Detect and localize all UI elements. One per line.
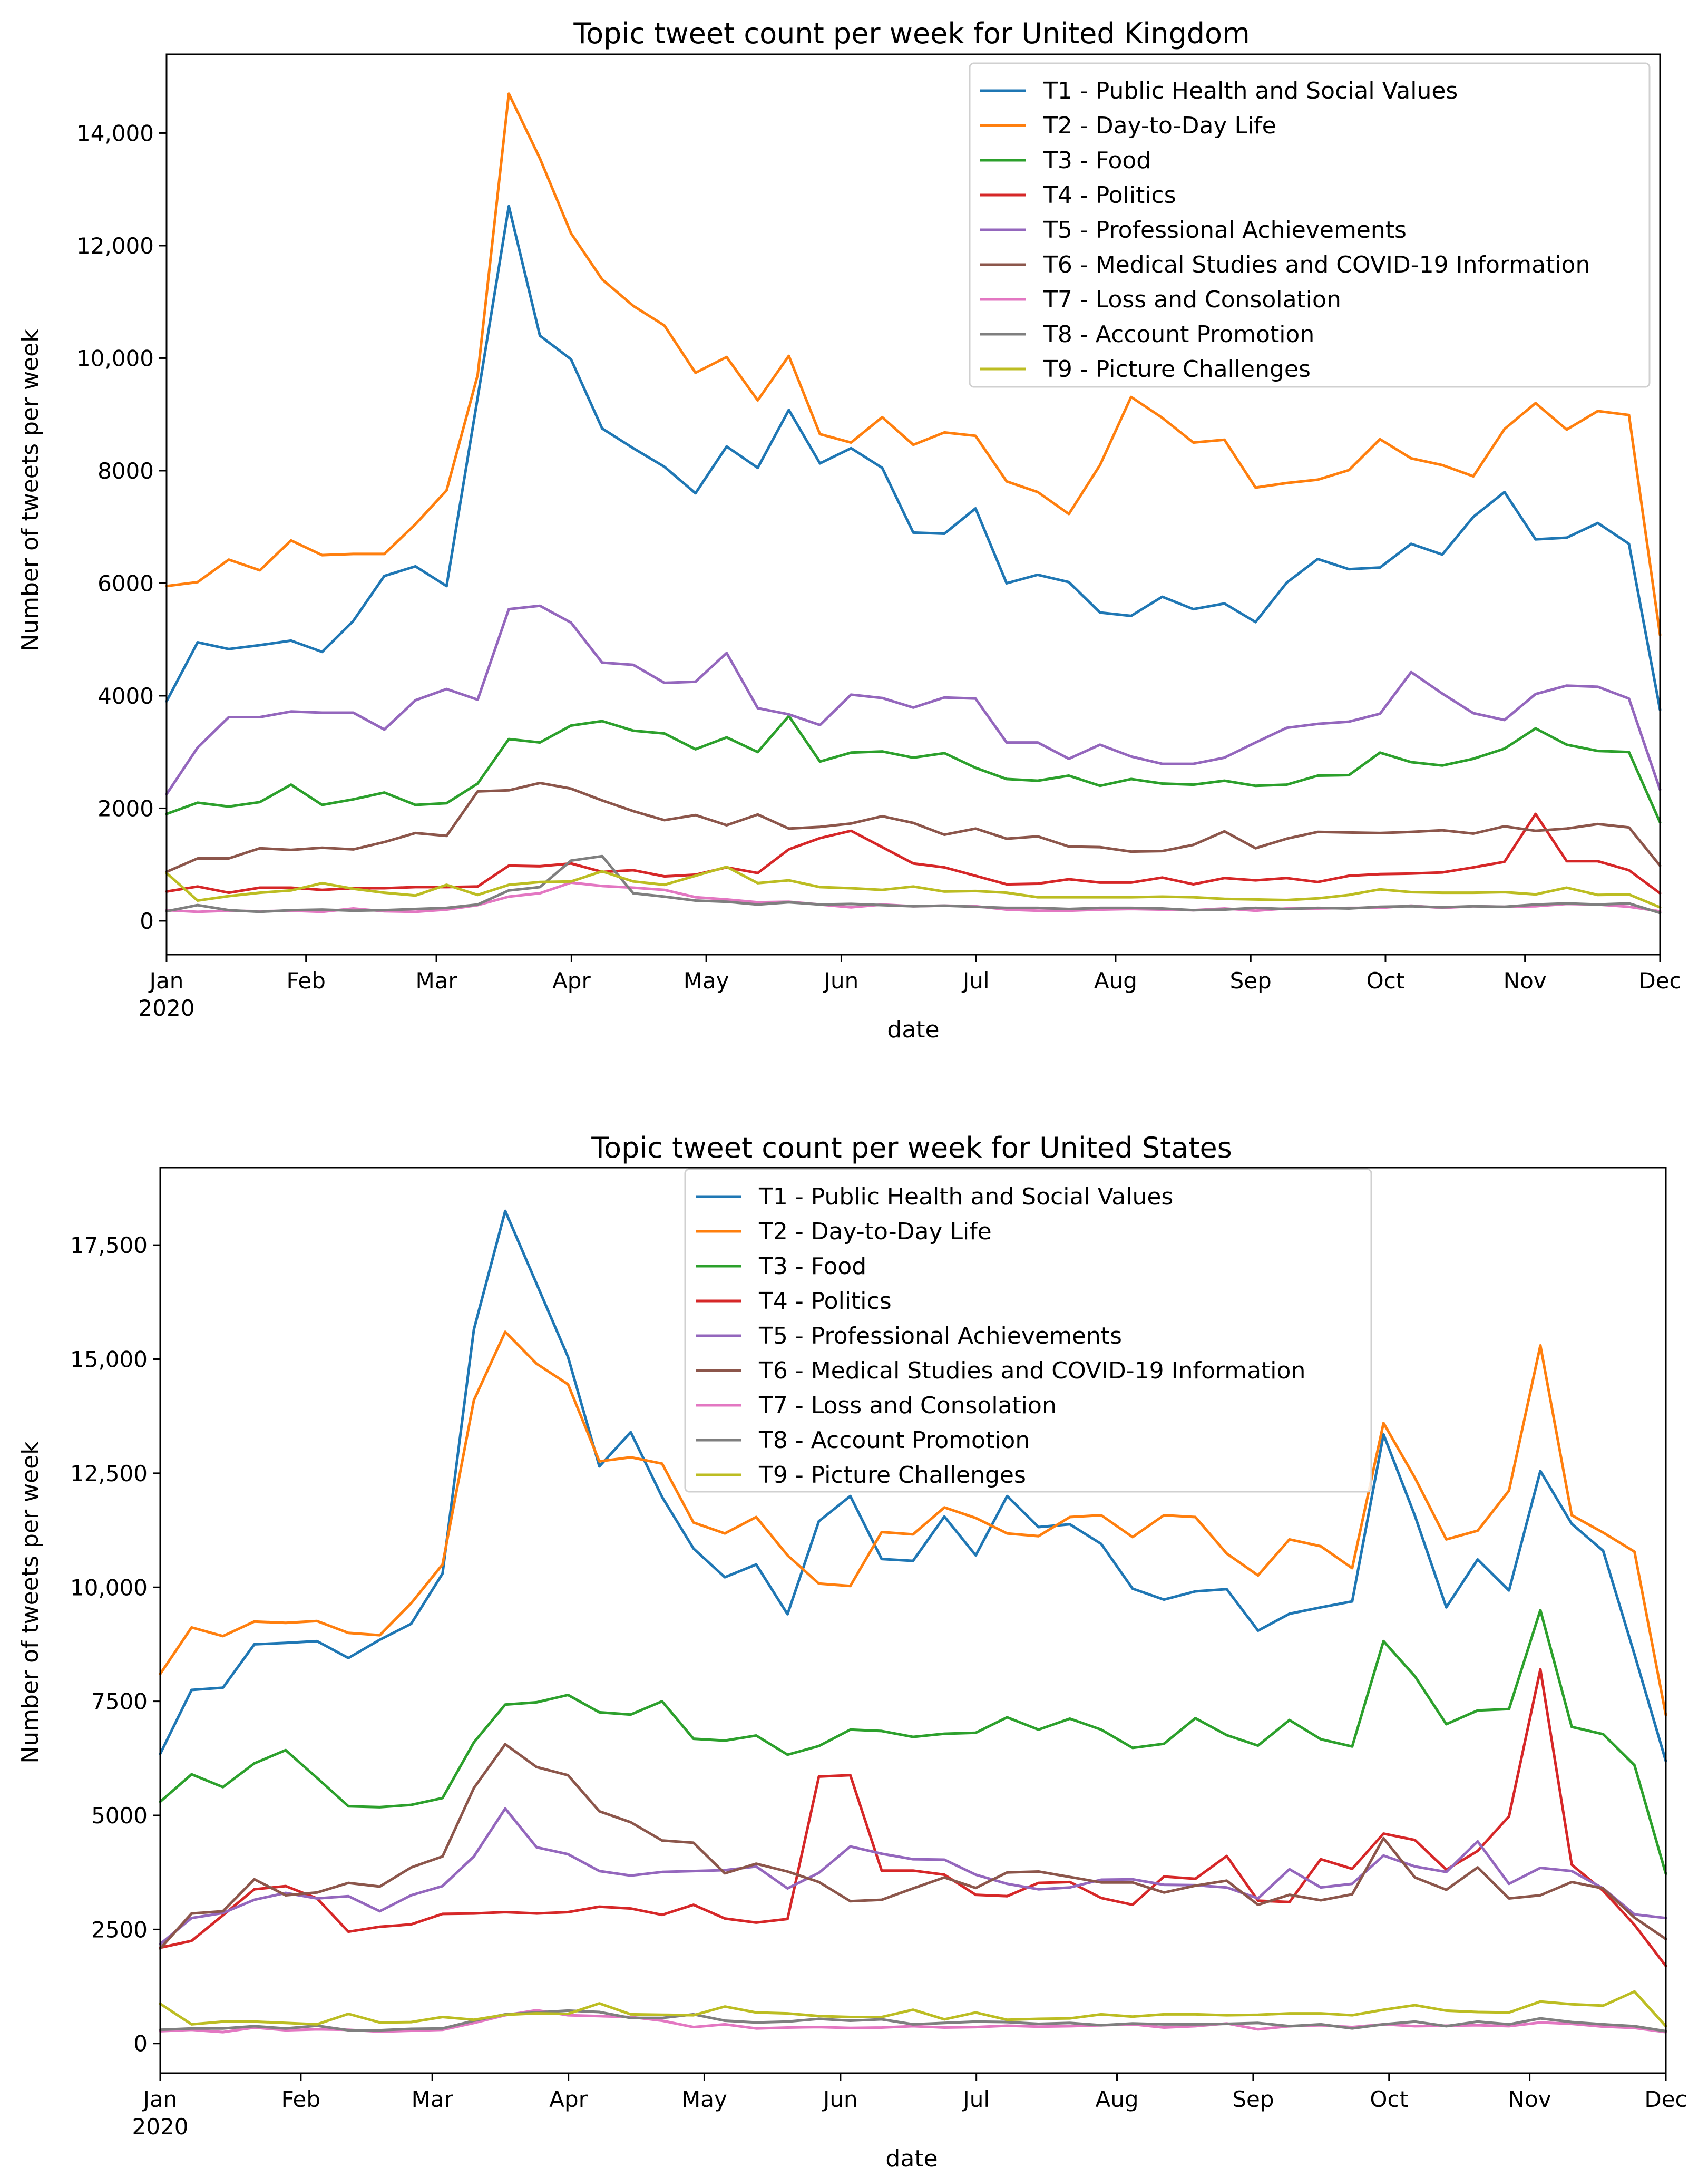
series-line <box>165 781 1662 873</box>
y-ticks: 0 2000 4000 6000 8000 10,000 12,000 14,000 <box>76 120 167 934</box>
legend-label: T8 - Account Promotion <box>1043 321 1314 348</box>
y-tick-label: 0 <box>140 908 154 934</box>
plot-frame <box>159 1167 1667 2074</box>
y-tick-label: 2500 <box>91 1917 148 1942</box>
legend-label: T6 - Medical Studies and COVID-19 Inform… <box>1043 251 1590 278</box>
legend-label: T1 - Public Health and Social Values <box>1043 77 1458 104</box>
series-line <box>165 604 1662 796</box>
y-tick-label: 10,000 <box>70 1575 148 1600</box>
x-tick-label: Feb <box>287 968 326 994</box>
x-tick-label: Jul <box>961 2086 990 2112</box>
x-tick-year-label: 2020 <box>139 995 195 1021</box>
y-tick-label: 15,000 <box>70 1347 148 1373</box>
series-line <box>165 714 1662 824</box>
series-line <box>165 205 1662 712</box>
legend-label: T1 - Public Health and Social Values <box>758 1183 1173 1210</box>
legend-label: T8 - Account Promotion <box>758 1427 1030 1454</box>
y-ticks: 0 2500 5000 7500 10,000 12,500 15,000 17,500 <box>70 1232 160 2057</box>
legend-label: T4 - Politics <box>1043 182 1176 209</box>
series-line <box>159 2009 1667 2033</box>
x-tick-label: Feb <box>281 2086 320 2112</box>
x-tick-label: Apr <box>552 968 591 994</box>
series-line <box>165 854 1662 915</box>
legend-label: T9 - Picture Challenges <box>1043 356 1311 383</box>
x-tick-label: Mar <box>412 2086 454 2112</box>
chart-united-kingdom: Topic tweet count per week for United Ki… <box>17 17 1682 1043</box>
y-tick-label: 6000 <box>97 570 154 596</box>
legend: T1 - Public Health and Social Values T2 -… <box>684 1168 1372 1493</box>
series-line <box>159 1609 1667 1875</box>
y-axis-label: Number of tweets per week <box>17 1441 44 1764</box>
y-tick-label: 4000 <box>97 683 154 709</box>
series-lines <box>165 92 1662 915</box>
x-tick-label: Sep <box>1230 968 1272 994</box>
plot-frame <box>165 53 1661 956</box>
series-line <box>159 2009 1667 2034</box>
y-tick-label: 2000 <box>97 795 154 821</box>
legend-label: T4 - Politics <box>758 1288 892 1315</box>
series-line <box>165 866 1662 909</box>
legend-label: T7 - Loss and Consolation <box>758 1392 1057 1419</box>
series-line <box>159 1209 1667 1763</box>
y-tick-label: 8000 <box>97 458 154 484</box>
x-tick-label: Nov <box>1504 968 1547 994</box>
chart-title: Topic tweet count per week for United Ki… <box>573 17 1250 50</box>
y-tick-label: 0 <box>133 2031 148 2057</box>
series-line <box>159 1668 1667 1968</box>
legend-label: T6 - Medical Studies and COVID-19 Inform… <box>758 1357 1305 1384</box>
y-tick-label: 12,500 <box>70 1461 148 1486</box>
x-tick-label: Mar <box>415 968 457 994</box>
legend-label: T7 - Loss and Consolation <box>1043 286 1341 313</box>
chart-title: Topic tweet count per week for United St… <box>591 1131 1232 1164</box>
y-tick-label: 14,000 <box>76 120 154 146</box>
x-tick-label: Apr <box>549 2086 588 2112</box>
x-tick-label: Jun <box>822 2086 858 2112</box>
legend-label: T2 - Day-to-Day Life <box>1043 112 1276 139</box>
y-tick-label: 10,000 <box>76 345 154 371</box>
series-line <box>165 812 1662 895</box>
x-tick-label: Aug <box>1096 2086 1139 2112</box>
legend: T1 - Public Health and Social Values T2 -… <box>969 62 1651 388</box>
x-tick-label: Nov <box>1508 2086 1551 2112</box>
x-tick-label: Jul <box>961 968 990 994</box>
legend-label: T2 - Day-to-Day Life <box>758 1218 992 1245</box>
y-tick-label: 7500 <box>91 1689 148 1715</box>
series-line <box>159 1330 1667 1717</box>
x-tick-label: Aug <box>1094 968 1137 994</box>
series-line <box>159 1743 1667 1950</box>
x-tick-label: Oct <box>1370 2086 1408 2112</box>
legend-label: T5 - Professional Achievements <box>1043 217 1407 244</box>
legend-label: T9 - Picture Challenges <box>758 1462 1026 1489</box>
series-line <box>159 1807 1667 1946</box>
y-axis-label: Number of tweets per week <box>17 329 44 652</box>
x-tick-label: Dec <box>1638 968 1681 994</box>
y-tick-label: 12,000 <box>76 233 154 259</box>
series-line <box>159 1990 1667 2028</box>
legend-box <box>969 62 1651 388</box>
chart-united-states: Topic tweet count per week for United St… <box>17 1131 1687 2172</box>
x-tick-label: Jun <box>823 968 859 994</box>
series-lines <box>159 1209 1667 2034</box>
x-axis-label: date <box>885 2145 938 2172</box>
x-tick-label: Jan <box>148 968 184 994</box>
legend-label: T5 - Professional Achievements <box>758 1323 1122 1349</box>
x-tick-label: May <box>684 968 729 994</box>
legend-box <box>684 1168 1372 1493</box>
x-axis-label: date <box>887 1016 939 1043</box>
x-ticks: Jan Feb Mar Apr May Jun Jul Aug Sep Oct Nov Dec 2020 <box>132 2073 1687 2140</box>
x-tick-label: Oct <box>1367 968 1405 994</box>
x-tick-label: Jan <box>142 2086 178 2112</box>
x-tick-label: Dec <box>1644 2086 1687 2112</box>
x-tick-year-label: 2020 <box>132 2114 189 2140</box>
x-tick-label: Sep <box>1232 2086 1274 2112</box>
legend-label: T3 - Food <box>758 1253 866 1280</box>
x-tick-label: May <box>681 2086 727 2112</box>
y-tick-label: 17,500 <box>70 1232 148 1258</box>
legend-label: T3 - Food <box>1043 147 1151 174</box>
x-ticks: Jan Feb Mar Apr May Jun Jul Aug Sep Oct Nov Dec 2020 <box>139 955 1682 1021</box>
series-line <box>165 92 1662 637</box>
y-tick-label: 5000 <box>91 1803 148 1829</box>
